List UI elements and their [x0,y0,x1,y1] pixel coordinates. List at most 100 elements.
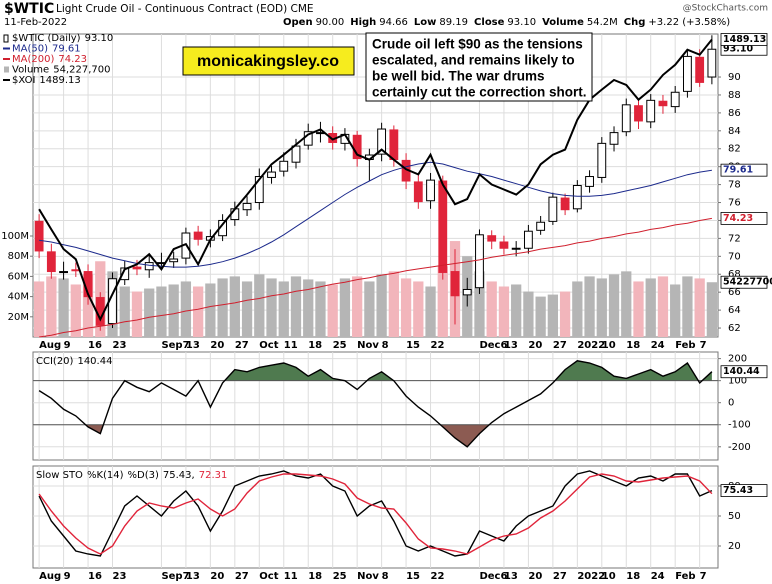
candle-body [597,142,607,178]
y-tick-label: -200 [728,442,751,453]
candle-body [536,221,546,231]
y-tick-label: -100 [728,420,751,431]
chart-title: $WTIC [4,1,54,17]
x-tick-label: 2022 [577,340,605,351]
x-tick-label: 18 [308,340,322,351]
quote-label: Open [283,17,313,28]
candle-body [475,234,484,289]
x-tick-label: 16 [88,340,102,351]
x-tick-label: Feb [675,340,695,351]
quote-label: High [350,17,376,28]
candle-body [499,241,509,249]
note-box [365,32,593,102]
candle-body [254,176,264,204]
candle-body [634,105,643,122]
candle-body [621,104,631,133]
x-tick-label: 15 [406,571,420,582]
volume-bar [205,283,216,337]
x-tick-label: 13 [504,571,518,582]
y-tick-label: 100 [728,376,747,387]
volume-bar [339,278,351,337]
y-tick-label: 86 [728,108,741,119]
y-tick-label: 72 [728,233,741,244]
volume-bar [266,278,277,337]
candle-body [462,288,472,296]
x-tick-label: 2022 [577,571,605,582]
x-tick-label: Feb [675,571,695,582]
series-last-text: 54227700 [723,277,772,288]
volume-tick-label: 40M [8,292,29,303]
legend-entry: Volume 54,227,700 [12,65,110,76]
candle-body [646,99,656,123]
x-tick-label: Aug [39,571,61,582]
series-last-box [720,275,768,289]
x-tick-label: 18 [308,571,322,582]
note-line: certainly cut the correction short. [372,85,587,100]
volume-bar [144,288,155,337]
y-tick-label: 50 [728,511,741,522]
series-last-text: 79.61 [723,165,753,176]
candle-body [548,196,558,222]
candle-body [523,230,533,249]
panel-value: 140.44 [77,356,112,367]
legend-name: $XOI [12,75,35,86]
volume-bar [523,291,534,337]
quote-value: 54.2M [587,17,618,28]
volume-bar [425,286,436,337]
legend-entry: $XOI 1489.13 [12,75,81,86]
candle-body [683,55,692,92]
y-tick-label: 84 [728,126,741,137]
volume-tick-label: 80M [8,251,29,262]
x-tick-label: 23 [113,571,127,582]
volume-bar [82,274,94,337]
last-value-box [720,484,768,497]
candle-body [34,220,44,252]
quote: Open 90.00 High 94.66 Low 89.19 Close 93.10 Volu… [283,17,730,28]
x-tick-label: 8 [382,340,389,351]
y-tick-label: 90 [728,72,741,83]
volume-bar [70,284,81,337]
volume-bar [254,274,265,337]
x-tick-label: 20 [210,571,224,582]
volume-bar [400,278,412,337]
candle-body [572,185,582,210]
series-last-box [720,211,768,225]
x-tick-label: 25 [333,340,347,351]
volume-bar [596,278,607,337]
legend-entry: MA(200) 74.23 [12,54,87,65]
volume-bar [645,278,656,337]
legend-value: 1489.13 [39,75,80,86]
last-value-box [720,365,768,379]
y-tick-label: 68 [728,269,741,280]
y-tick-label: 88 [728,90,741,101]
x-tick-label: 20 [528,340,542,351]
volume-bar [486,281,497,337]
series-last-box [720,33,768,46]
volume-bar [706,282,718,337]
legend-value: 93.10 [85,33,114,44]
volume-bar [119,286,130,337]
candle-body [585,176,594,187]
last-value-text: 75.43 [723,485,753,496]
panel-frame [32,465,719,569]
x-tick-label: 27 [553,571,567,582]
x-tick-label: 20 [528,571,542,582]
x-tick-label: 7 [700,340,707,351]
legend-entry: $WTIC (Daily) 93.10 [12,33,113,44]
x-tick-label: 27 [553,340,567,351]
panel-legend: CCI(20) 140.44 [36,356,112,367]
x-tick-label: Nov [357,340,379,351]
volume-bar [572,281,583,337]
volume-bar [535,296,546,337]
candle-body [242,202,252,211]
candle-body [389,129,399,161]
y-tick-label: 78 [728,180,741,191]
volume-bar [388,271,399,337]
legend-name: MA(200) [12,54,54,65]
candle-body [193,231,203,240]
x-tick-label: 16 [88,571,102,582]
x-tick-label: Sep7 [161,571,189,582]
x-tick-label: Sep7 [161,340,189,351]
y-tick-label: 64 [728,305,741,316]
site-text: monicakingsley.co [197,53,339,70]
